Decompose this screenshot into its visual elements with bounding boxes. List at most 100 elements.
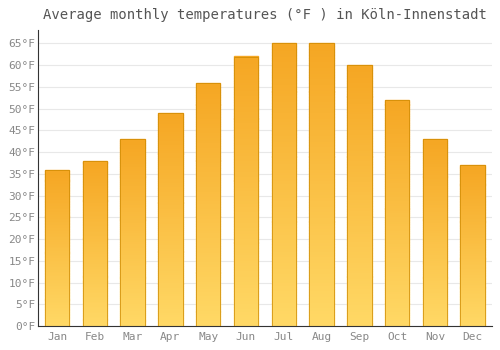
Bar xyxy=(82,177,107,179)
Bar xyxy=(422,148,448,150)
Bar xyxy=(120,204,145,206)
Bar xyxy=(310,154,334,156)
Bar xyxy=(44,188,70,190)
Bar xyxy=(422,315,448,317)
Bar xyxy=(310,137,334,140)
Bar xyxy=(347,240,372,243)
Bar xyxy=(234,245,258,248)
Bar xyxy=(158,143,182,145)
Bar xyxy=(385,168,409,170)
Bar xyxy=(120,298,145,300)
Bar xyxy=(460,193,485,194)
Bar xyxy=(82,255,107,257)
Bar xyxy=(196,268,220,270)
Bar xyxy=(158,303,182,305)
Bar xyxy=(234,129,258,132)
Bar xyxy=(234,135,258,138)
Bar xyxy=(310,247,334,250)
Bar xyxy=(234,199,258,202)
Bar xyxy=(385,188,409,190)
Bar xyxy=(44,274,70,276)
Bar xyxy=(272,120,296,122)
Bar xyxy=(422,201,448,203)
Bar xyxy=(196,168,220,170)
Bar xyxy=(422,300,448,302)
Bar xyxy=(347,65,372,326)
Bar xyxy=(44,270,70,271)
Bar xyxy=(385,272,409,274)
Bar xyxy=(422,163,448,165)
Bar xyxy=(422,227,448,229)
Bar xyxy=(234,216,258,218)
Bar xyxy=(385,285,409,288)
Bar xyxy=(272,114,296,117)
Bar xyxy=(44,252,70,254)
Bar xyxy=(422,283,448,285)
Bar xyxy=(44,276,70,278)
Bar xyxy=(385,141,409,143)
Bar xyxy=(385,206,409,209)
Bar xyxy=(422,180,448,182)
Bar xyxy=(82,196,107,197)
Bar xyxy=(44,241,70,243)
Bar xyxy=(158,315,182,317)
Bar xyxy=(82,182,107,184)
Bar xyxy=(196,195,220,197)
Bar xyxy=(44,215,70,217)
Bar xyxy=(158,239,182,241)
Bar xyxy=(82,229,107,230)
Bar xyxy=(120,285,145,287)
Bar xyxy=(310,292,334,295)
Bar xyxy=(347,149,372,151)
Bar xyxy=(196,292,220,294)
Bar xyxy=(120,247,145,250)
Bar xyxy=(44,301,70,303)
Bar xyxy=(310,193,334,196)
Bar xyxy=(385,215,409,218)
Bar xyxy=(385,161,409,163)
Bar xyxy=(44,264,70,265)
Bar xyxy=(120,203,145,205)
Bar xyxy=(196,253,220,255)
Bar xyxy=(158,175,182,177)
Bar xyxy=(82,219,107,220)
Bar xyxy=(44,182,70,184)
Bar xyxy=(82,288,107,290)
Bar xyxy=(310,264,334,267)
Bar xyxy=(234,108,258,111)
Bar xyxy=(310,204,334,208)
Bar xyxy=(196,114,220,117)
Bar xyxy=(272,261,296,264)
Bar xyxy=(82,184,107,186)
Bar xyxy=(310,315,334,318)
Bar xyxy=(385,118,409,120)
Bar xyxy=(347,73,372,76)
Bar xyxy=(234,92,258,94)
Bar xyxy=(44,323,70,324)
Bar xyxy=(196,170,220,173)
Bar xyxy=(44,218,70,220)
Bar xyxy=(158,156,182,158)
Bar xyxy=(120,274,145,276)
Bar xyxy=(347,102,372,104)
Bar xyxy=(385,301,409,303)
Bar xyxy=(82,224,107,225)
Bar xyxy=(196,156,220,158)
Bar xyxy=(347,89,372,91)
Bar xyxy=(310,267,334,270)
Bar xyxy=(272,190,296,193)
Bar xyxy=(158,232,182,234)
Bar xyxy=(272,171,296,174)
Bar xyxy=(120,290,145,293)
Bar xyxy=(120,227,145,229)
Bar xyxy=(196,119,220,121)
Bar xyxy=(347,276,372,279)
Bar xyxy=(234,229,258,232)
Bar xyxy=(44,231,70,232)
Bar xyxy=(385,265,409,267)
Bar xyxy=(460,312,485,313)
Bar xyxy=(234,154,258,156)
Bar xyxy=(310,94,334,97)
Bar xyxy=(310,128,334,131)
Bar xyxy=(310,43,334,326)
